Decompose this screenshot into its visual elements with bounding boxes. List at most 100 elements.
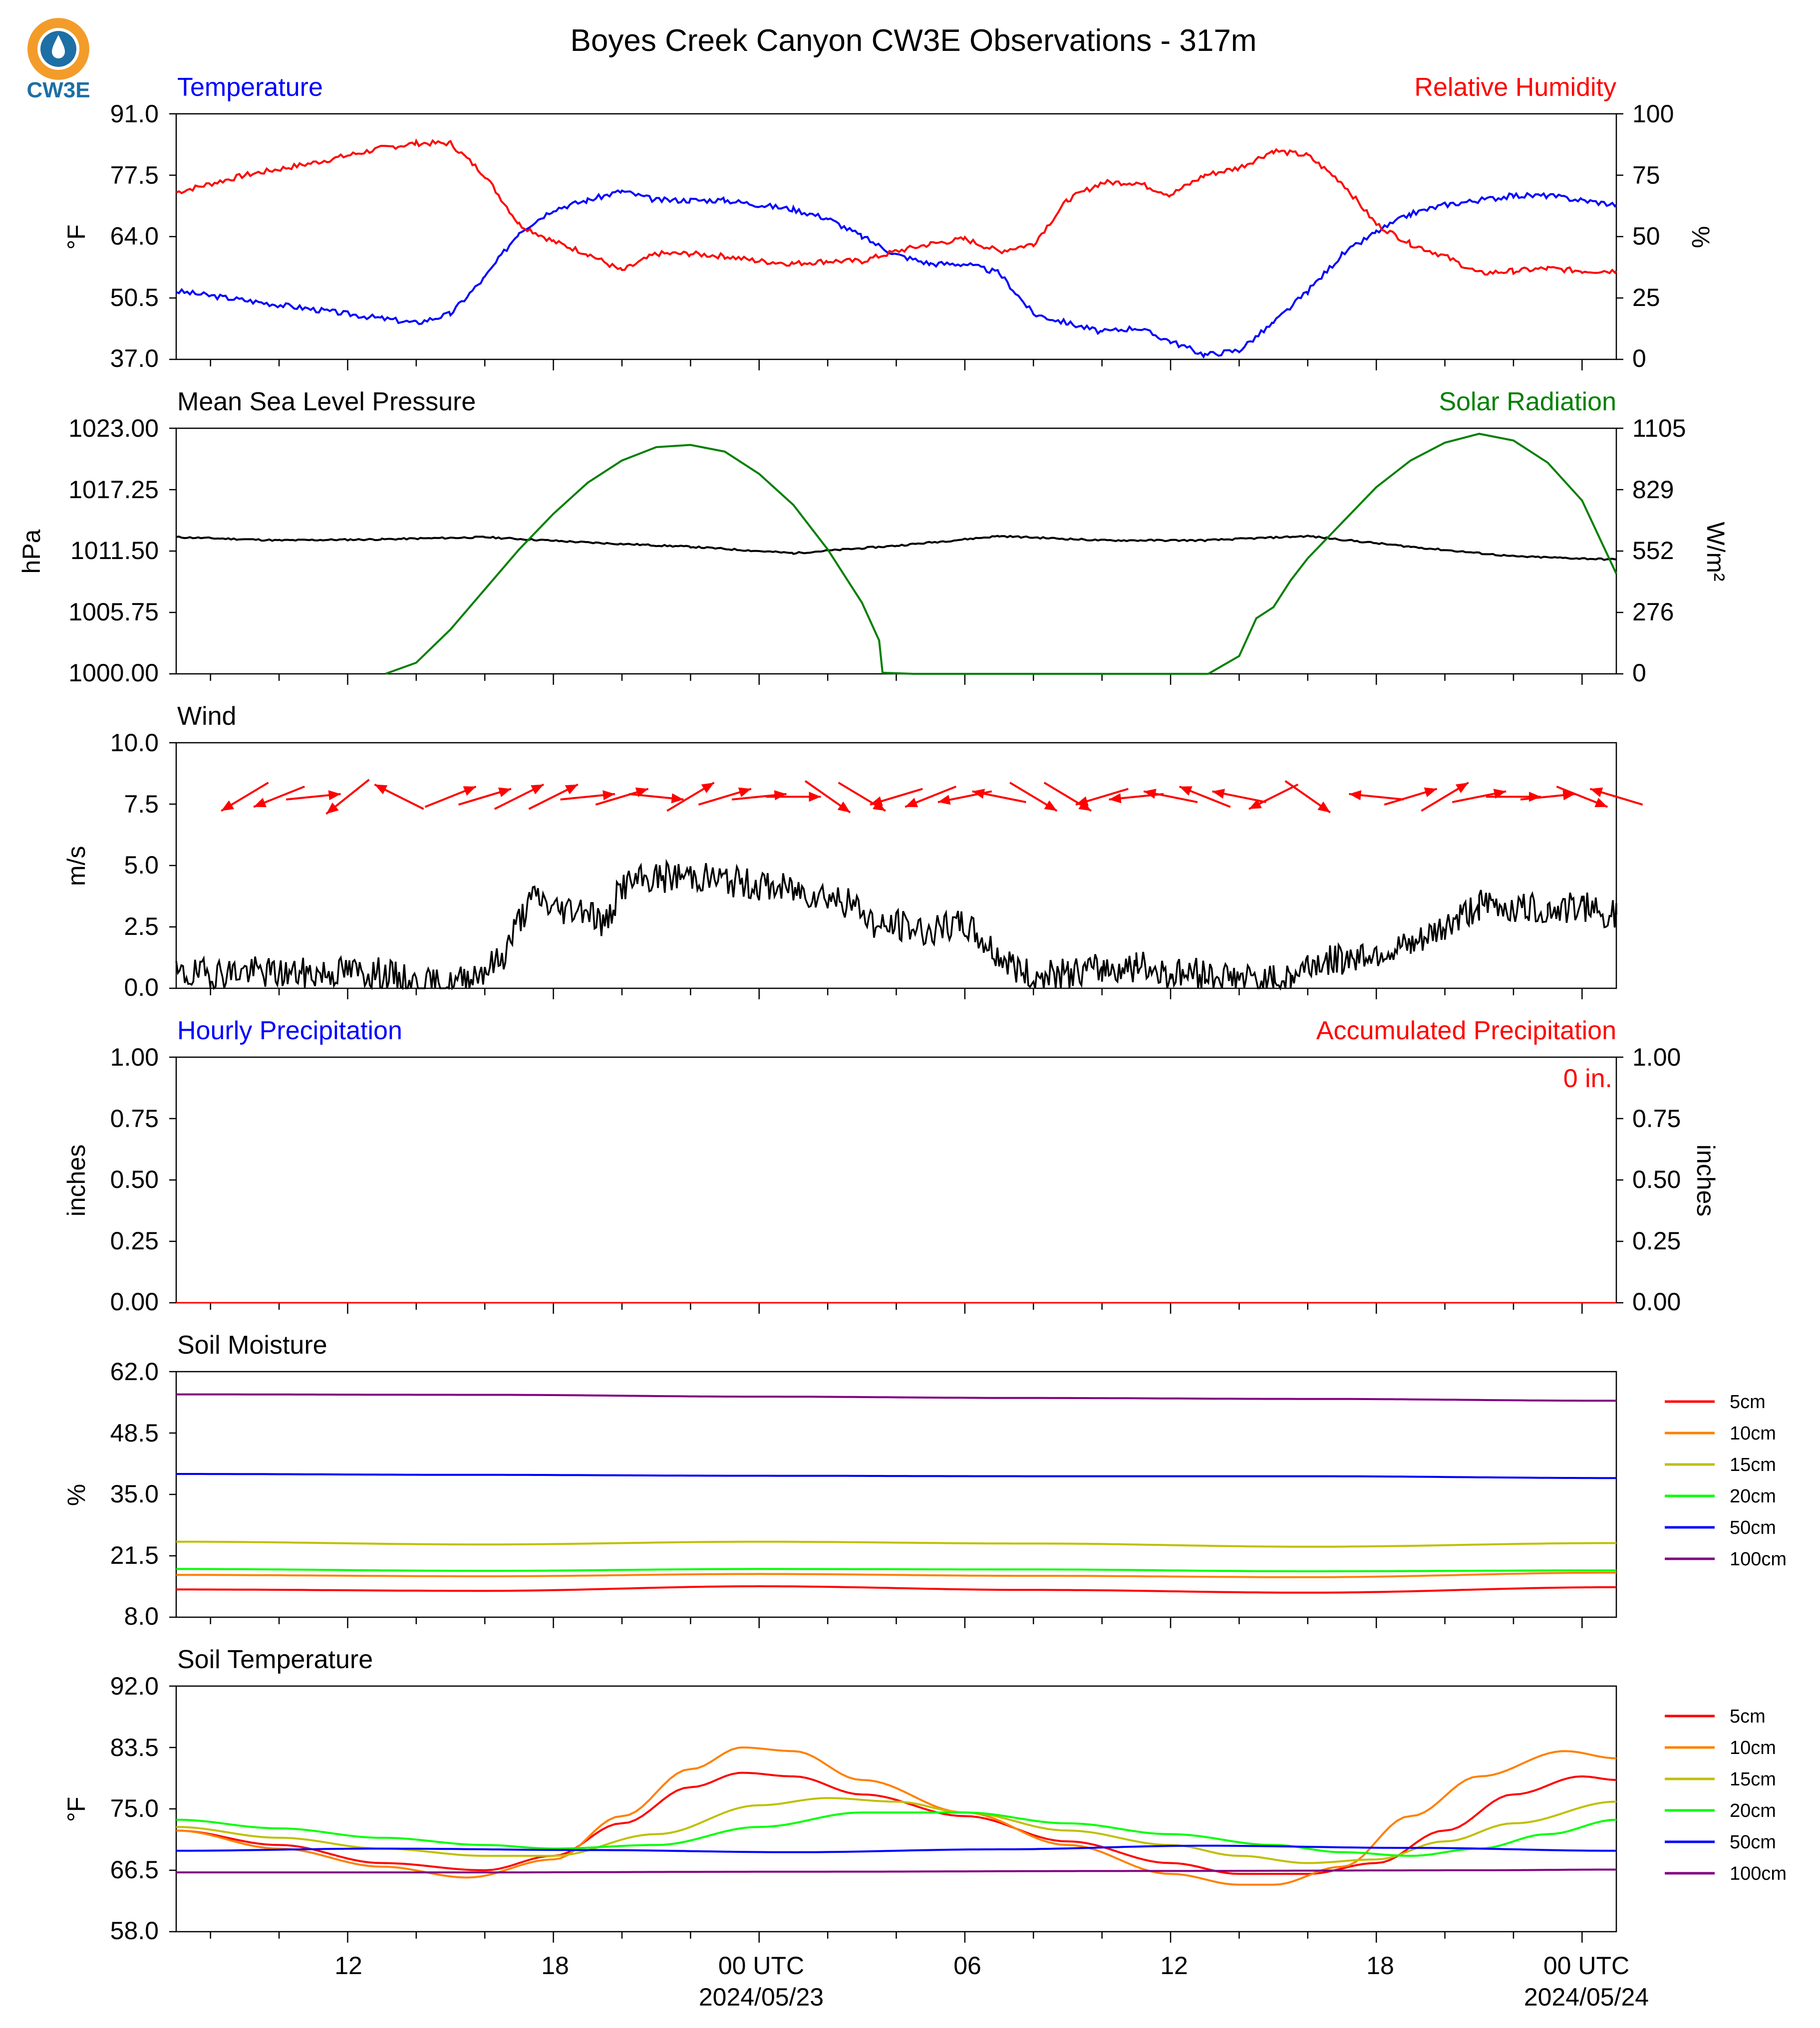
soil-temperature-tick: 75.0 <box>110 1794 159 1822</box>
wind-arrow-head <box>1109 793 1122 804</box>
soil-temperature-legend: 5cm 10cm 15cm 20cm 50cm 100cm <box>1665 1706 1787 1884</box>
pressure-left-ticks: 1023.00 1017.25 1011.50 1005.75 1000.00 <box>68 414 159 687</box>
humidity-tick: 25 <box>1632 284 1660 311</box>
wind-arrow <box>972 789 1026 803</box>
wind-arrow <box>1556 785 1608 808</box>
plot-frame <box>175 427 1617 675</box>
wind-arrow <box>1075 788 1129 806</box>
wind-arrow <box>1589 787 1643 806</box>
wind-arrow-head <box>254 798 267 808</box>
legend-label-50cm: 50cm <box>1730 1517 1776 1538</box>
soil-moisture-legend: 5cm 10cm 15cm 20cm 50cm 100cm <box>1665 1392 1787 1570</box>
plot-frame <box>175 1371 1617 1618</box>
wind-arrow-head <box>774 790 787 801</box>
logo-drop-icon <box>52 35 65 58</box>
wind-arrow <box>870 788 923 806</box>
humidity-tick: 50 <box>1632 222 1660 250</box>
pressure-tick: 1023.00 <box>68 414 159 442</box>
wind-arrow-head <box>1144 789 1157 799</box>
soil-temperature-20cm-line <box>176 1811 1617 1857</box>
wind-arrow-head <box>1594 798 1608 808</box>
wind-tick: 10.0 <box>110 729 159 757</box>
soil-moisture-axis-label: % <box>62 1484 90 1506</box>
wind-arrow <box>804 780 851 814</box>
humidity-tick: 75 <box>1632 161 1660 189</box>
temperature-tick: 50.5 <box>110 284 159 311</box>
x-tick-label: 18 <box>541 1952 569 1980</box>
soil-temperature-ticks: 92.0 83.5 75.0 66.5 58.0 <box>110 1672 159 1945</box>
wind-tick: 7.5 <box>124 790 159 818</box>
wind-arrow <box>458 787 512 806</box>
precip-tick: 0.50 <box>1632 1165 1681 1193</box>
wind-arrow-head <box>1248 799 1262 809</box>
wind-speed-line <box>175 859 1617 991</box>
precip-panel: Hourly Precipitation Accumulated Precipi… <box>62 1016 1720 1316</box>
wind-arrow-head <box>498 787 511 798</box>
temperature-tick: 77.5 <box>110 161 159 189</box>
wind-arrow-head <box>1317 801 1330 813</box>
temperature-axis-label: °F <box>62 225 90 250</box>
wind-arrow <box>528 783 579 810</box>
precip-tick: 0.00 <box>1632 1288 1681 1316</box>
wind-arrow-head <box>1349 790 1362 801</box>
solar-right-ticks: 1105 829 552 276 0 <box>1632 414 1686 687</box>
soil-moisture-5cm-line <box>176 1585 1616 1594</box>
soil-moisture-plot <box>169 1371 1617 1628</box>
soil-moisture-tick: 35.0 <box>110 1480 159 1508</box>
soil-temperature-100cm-line <box>176 1868 1616 1874</box>
wind-arrow <box>1421 782 1469 812</box>
humidity-tick: 0 <box>1632 344 1646 372</box>
wind-arrow-head <box>809 792 821 802</box>
wind-arrow <box>1179 785 1231 808</box>
solar-tick: 552 <box>1632 537 1674 565</box>
wind-arrow-head <box>531 784 544 795</box>
wind-arrow-head <box>1212 789 1225 799</box>
wind-arrow-head <box>972 789 985 799</box>
wind-arrow <box>766 792 821 802</box>
legend-label-15cm: 15cm <box>1730 1454 1776 1475</box>
pressure-panel: Mean Sea Level Pressure Solar Radiation … <box>17 387 1730 687</box>
wind-arrow <box>698 787 752 806</box>
wind-arrow-head <box>328 790 341 801</box>
soil-temperature-title: Soil Temperature <box>177 1645 373 1674</box>
wind-arrow <box>1248 783 1299 810</box>
wind-arrow-head <box>1562 790 1575 801</box>
soil-moisture-15cm-line <box>176 1540 1616 1548</box>
accum-precip-title: Accumulated Precipitation <box>1316 1016 1616 1045</box>
pressure-tick: 1005.75 <box>68 598 159 626</box>
wind-arrow <box>424 785 477 808</box>
wind-arrow-head <box>1075 796 1089 806</box>
temperature-panel: Temperature Relative Humidity 91.0 77.5 … <box>62 73 1715 372</box>
solar-tick: 1105 <box>1632 414 1686 442</box>
wind-arrow-head <box>374 784 388 795</box>
soil-moisture-ticks: 62.0 48.5 35.0 21.5 8.0 <box>110 1358 159 1630</box>
x-tick-label: 18 <box>1366 1952 1394 1980</box>
soil-moisture-tick: 8.0 <box>124 1602 159 1630</box>
precip-tick: 1.00 <box>110 1043 159 1071</box>
wind-arrow-head <box>1179 786 1193 796</box>
soil-moisture-title: Soil Moisture <box>177 1331 327 1360</box>
solar-radiation-line <box>385 433 1617 675</box>
humidity-axis-label: % <box>1687 226 1715 248</box>
legend-label-50cm: 50cm <box>1730 1832 1776 1853</box>
soil-temperature-5cm-line <box>176 1771 1617 1875</box>
soil-temperature-15cm-line <box>176 1797 1617 1864</box>
x-tick-label: 12 <box>1160 1952 1188 1980</box>
legend-label-5cm: 5cm <box>1730 1706 1766 1727</box>
legend-label-100cm: 100cm <box>1730 1549 1787 1570</box>
accum-precip-value: 0 in. <box>1563 1064 1612 1093</box>
pressure-tick: 1000.00 <box>68 659 159 687</box>
humidity-tick: 100 <box>1632 100 1674 128</box>
precip-right-axis-label: inches <box>1692 1145 1720 1217</box>
plot-frame <box>175 1056 1617 1304</box>
wind-title: Wind <box>177 702 236 731</box>
soil-temperature-50cm-line <box>176 1844 1616 1853</box>
legend-label-100cm: 100cm <box>1730 1863 1787 1884</box>
pressure-plot <box>169 427 1623 685</box>
wind-arrow-head <box>937 795 951 805</box>
legend-label-10cm: 10cm <box>1730 1423 1776 1444</box>
plot-frame <box>175 1685 1617 1933</box>
wind-left-ticks: 10.0 7.5 5.0 2.5 0.0 <box>110 729 159 1001</box>
soil-temperature-axis-label: °F <box>62 1797 90 1822</box>
